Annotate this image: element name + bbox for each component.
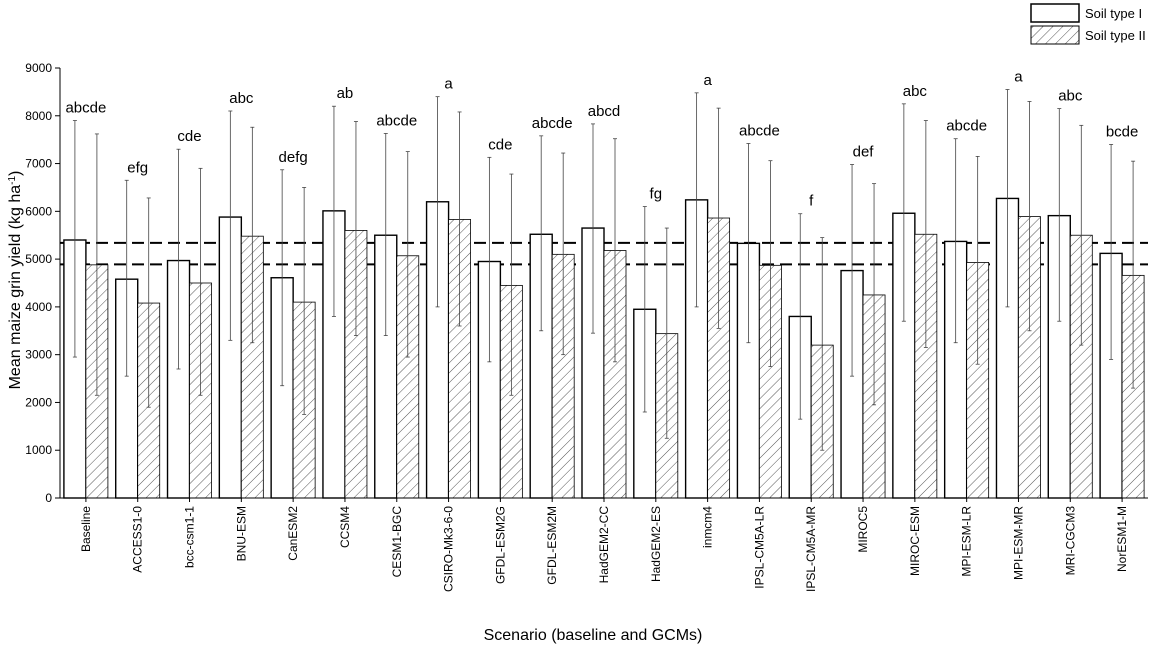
significance-letter: a [444,76,453,93]
significance-letter: abc [229,90,254,107]
significance-letter: efg [127,159,148,176]
x-tick-label: ACCESS1-0 [131,506,145,573]
x-tick-label: IPSL-CM5A-MR [804,506,818,592]
y-tick-label: 3000 [25,348,52,362]
significance-letter: abcde [65,100,106,117]
x-tick-label: GFDL-ESM2G [493,506,507,584]
y-tick-label: 2000 [25,395,52,409]
significance-letter: abcde [532,115,573,132]
y-axis-title: Mean maize grin yield (kg ha-1) [7,171,25,390]
significance-letter: defg [279,149,308,166]
legend-label-soil-type-2: Soil type II [1085,28,1146,43]
x-tick-label: inmcm4 [701,506,715,548]
significance-letter: cde [177,128,201,145]
significance-letter: abc [1058,88,1083,105]
x-tick-label: BNU-ESM [234,506,248,561]
legend: Soil type I Soil type II [1030,3,1146,45]
x-tick-label: MIROC-ESM [908,506,922,576]
y-tick-label: 7000 [25,157,52,171]
legend-swatch-soil-type-2 [1030,25,1080,45]
x-tick-label: CSIRO-Mk3-6-0 [442,506,456,592]
y-tick-label: 6000 [25,204,52,218]
significance-letter: bcde [1106,123,1139,140]
y-tick-label: 4000 [25,300,52,314]
x-tick-label: CCSM4 [338,506,352,548]
significance-letter: abcd [588,103,621,120]
y-tick-label: 8000 [25,109,52,123]
significance-letter: abcde [739,122,780,139]
y-tick-label: 0 [45,491,52,505]
x-tick-label: HadGEM2-CC [597,506,611,584]
significance-letter: abc [903,83,928,100]
significance-letter: a [1014,69,1023,86]
x-tick-label: HadGEM2-ES [649,506,663,582]
significance-letter: f [809,193,814,210]
significance-letter: ab [337,85,354,102]
significance-letter: cde [488,136,512,153]
x-tick-label: NorESM1-M [1115,506,1129,572]
legend-label-soil-type-1: Soil type I [1085,6,1142,21]
significance-letter: abcde [946,118,987,135]
x-tick-label: MPI-ESM-LR [960,506,974,577]
x-tick-label: CanESM2 [286,506,300,561]
significance-letter: abcde [376,112,417,129]
x-tick-label: Baseline [79,506,93,552]
y-tick-label: 5000 [25,252,52,266]
x-tick-label: MPI-ESM-MR [1011,506,1025,580]
x-axis-title: Scenario (baseline and GCMs) [484,627,703,644]
significance-letter: fg [650,186,663,203]
significance-letter: a [703,72,712,89]
significance-letter: def [853,144,875,161]
x-tick-label: bcc-csm1-1 [183,506,197,568]
x-tick-label: MRI-CGCM3 [1063,506,1077,576]
x-tick-label: MIROC5 [856,506,870,553]
y-tick-label: 1000 [25,443,52,457]
x-tick-label: CESM1-BGC [390,506,404,578]
x-tick-label: IPSL-CM5A-LR [752,506,766,589]
legend-swatch-soil-type-1 [1030,3,1080,23]
x-tick-label: GFDL-ESM2M [545,506,559,585]
y-tick-label: 9000 [25,61,52,75]
